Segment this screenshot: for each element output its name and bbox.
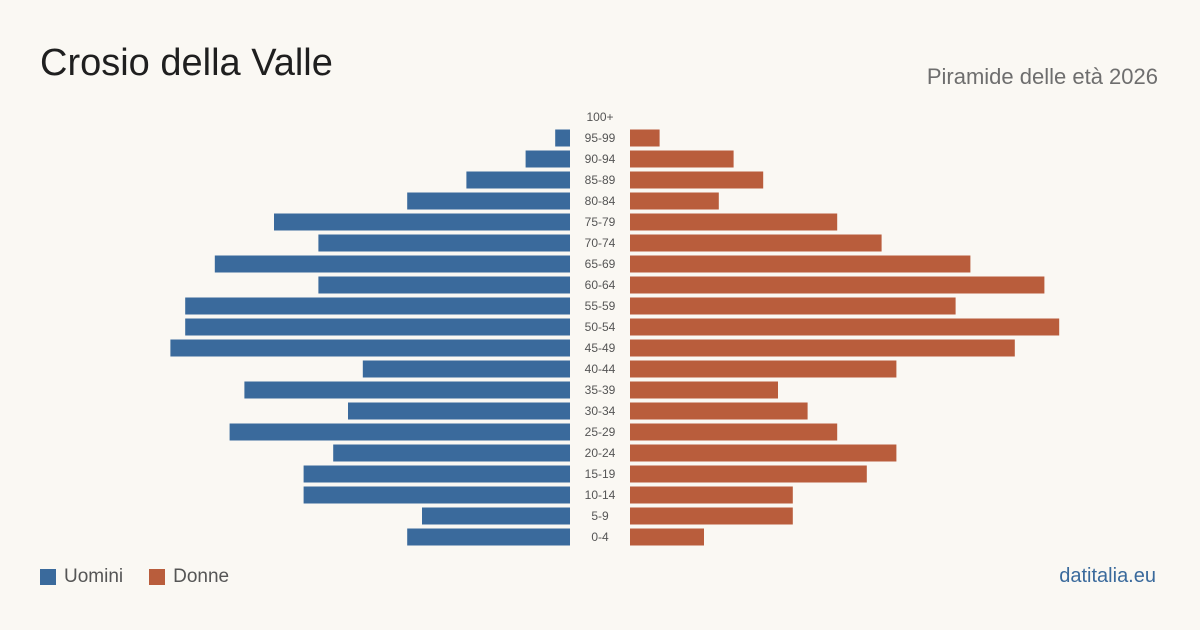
bar-men-45-49 xyxy=(170,339,570,357)
bar-men-25-29 xyxy=(229,423,570,441)
bar-women-95-99 xyxy=(630,129,660,147)
men-bars xyxy=(170,129,571,546)
age-label-55-59: 55-59 xyxy=(585,299,616,313)
legend-swatch-men xyxy=(40,569,56,585)
bar-men-35-39 xyxy=(244,381,570,399)
brand-link[interactable]: datitalia.eu xyxy=(1059,565,1156,587)
bar-women-5-9 xyxy=(630,507,793,525)
age-label-45-49: 45-49 xyxy=(585,341,616,355)
age-label-15-19: 15-19 xyxy=(585,467,616,481)
bar-men-10-14 xyxy=(303,486,570,504)
bar-men-30-34 xyxy=(348,402,570,420)
age-label-10-14: 10-14 xyxy=(585,488,616,502)
age-label-30-34: 30-34 xyxy=(585,404,616,418)
bar-men-75-79 xyxy=(274,213,570,231)
legend-item-men: Uomini xyxy=(40,566,123,588)
age-label-40-44: 40-44 xyxy=(585,362,616,376)
bar-women-50-54 xyxy=(630,318,1060,336)
bar-men-15-19 xyxy=(303,465,570,483)
bar-women-90-94 xyxy=(630,150,734,168)
bar-women-60-64 xyxy=(630,276,1045,294)
bar-women-25-29 xyxy=(630,423,838,441)
age-label-80-84: 80-84 xyxy=(585,194,616,208)
age-label-0-4: 0-4 xyxy=(591,530,609,544)
age-label-60-64: 60-64 xyxy=(585,278,616,292)
age-label-50-54: 50-54 xyxy=(585,320,616,334)
age-label-70-74: 70-74 xyxy=(585,236,616,250)
age-label-95-99: 95-99 xyxy=(585,131,616,145)
age-label-100plus: 100+ xyxy=(586,110,613,124)
age-label-35-39: 35-39 xyxy=(585,383,616,397)
bar-men-90-94 xyxy=(525,150,570,168)
age-labels: 100+ 95-99 90-94 85-89 80-84 75-79 70-74 65-69 6… xyxy=(585,110,616,544)
bar-men-85-89 xyxy=(466,171,570,189)
bar-women-55-59 xyxy=(630,297,956,315)
legend-swatch-women xyxy=(149,569,166,585)
bar-women-10-14 xyxy=(630,486,793,504)
bar-women-85-89 xyxy=(630,171,764,189)
chart-subtitle: Piramide delle età 2026 xyxy=(926,64,1158,89)
bar-women-45-49 xyxy=(630,339,1015,357)
bar-women-40-44 xyxy=(630,360,897,378)
bar-men-20-24 xyxy=(333,444,570,462)
bar-men-70-74 xyxy=(318,234,570,252)
bar-women-65-69 xyxy=(630,255,971,273)
legend-item-women: Donne xyxy=(149,566,229,588)
bar-men-80-84 xyxy=(407,192,570,210)
bar-men-65-69 xyxy=(214,255,571,273)
bar-men-0-4 xyxy=(407,528,570,546)
age-label-65-69: 65-69 xyxy=(585,257,616,271)
bar-women-35-39 xyxy=(630,381,778,399)
legend-label-women: Donne xyxy=(173,566,230,587)
bar-women-30-34 xyxy=(630,402,808,420)
age-label-85-89: 85-89 xyxy=(585,173,616,187)
bar-women-0-4 xyxy=(630,528,704,546)
age-label-25-29: 25-29 xyxy=(585,425,616,439)
legend-label-men: Uomini xyxy=(64,566,124,587)
bar-men-55-59 xyxy=(185,297,570,315)
bar-men-50-54 xyxy=(185,318,570,336)
chart-title: Crosio della Valle xyxy=(40,42,333,84)
bar-men-60-64 xyxy=(318,276,570,294)
women-bars xyxy=(630,129,1060,546)
bar-women-80-84 xyxy=(630,192,719,210)
age-label-75-79: 75-79 xyxy=(585,215,616,229)
age-label-20-24: 20-24 xyxy=(585,446,616,460)
bar-men-95-99 xyxy=(555,129,570,147)
age-label-90-94: 90-94 xyxy=(585,152,616,166)
bar-women-20-24 xyxy=(630,444,897,462)
age-label-5-9: 5-9 xyxy=(591,509,609,523)
bar-women-75-79 xyxy=(630,213,838,231)
bar-women-15-19 xyxy=(630,465,867,483)
legend: Uomini Donne xyxy=(40,566,255,588)
bar-women-70-74 xyxy=(630,234,882,252)
bar-men-5-9 xyxy=(422,507,570,525)
bar-men-40-44 xyxy=(362,360,570,378)
